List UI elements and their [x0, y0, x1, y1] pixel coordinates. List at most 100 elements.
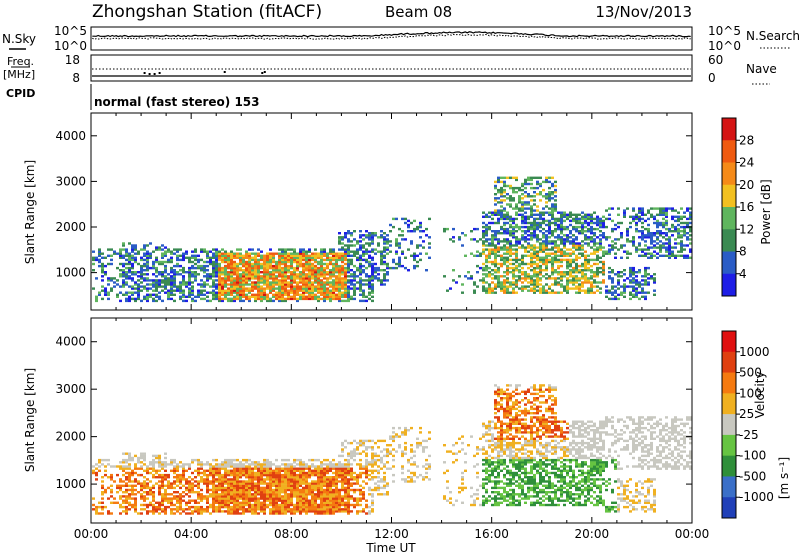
heatmap-cell — [308, 476, 311, 479]
heatmap-cell — [146, 269, 149, 272]
heatmap-cell — [524, 240, 527, 243]
heatmap-cell — [506, 238, 509, 241]
heatmap-cell — [500, 256, 503, 259]
heatmap-cell — [626, 256, 629, 259]
heatmap-cell — [515, 264, 518, 268]
heatmap-cell — [563, 258, 566, 262]
heatmap-cell — [179, 258, 182, 262]
heatmap-cell — [539, 199, 542, 202]
heatmap-cell — [548, 285, 551, 288]
heatmap-cell — [542, 180, 545, 184]
heatmap-cell — [551, 291, 554, 294]
heatmap-cell — [158, 281, 161, 284]
heatmap-cell — [197, 260, 200, 264]
heatmap-cell — [620, 234, 623, 237]
heatmap-cell — [632, 277, 635, 280]
heatmap-cell — [149, 287, 152, 290]
heatmap-cell — [185, 512, 188, 515]
heatmap-cell — [644, 248, 647, 251]
heatmap-cell — [671, 230, 674, 233]
heatmap-cell — [527, 195, 530, 198]
heatmap-cell — [593, 211, 596, 214]
heatmap-cell — [500, 215, 503, 218]
heatmap-cell — [212, 283, 215, 286]
heatmap-cell — [266, 491, 269, 494]
heatmap-cell — [218, 493, 221, 496]
heatmap-cell — [257, 493, 260, 496]
heatmap-cell — [170, 266, 173, 270]
heatmap-cell — [560, 232, 563, 235]
heatmap-cell — [158, 463, 161, 466]
heatmap-cell — [131, 279, 134, 282]
heatmap-cell — [272, 471, 275, 475]
date-label: 13/Nov/2013 — [595, 3, 692, 21]
heatmap-cell — [245, 491, 248, 494]
heatmap-cell — [656, 219, 659, 223]
heatmap-cell — [164, 264, 167, 268]
heatmap-cell — [539, 273, 542, 276]
heatmap-cell — [200, 297, 203, 301]
heatmap-cell — [164, 476, 167, 479]
heatmap-cell — [608, 275, 611, 278]
heatmap-cell — [221, 478, 224, 481]
heatmap-cell — [278, 256, 281, 259]
heatmap-cell — [356, 258, 359, 262]
heatmap-cell — [332, 262, 335, 266]
heatmap-cell — [281, 266, 284, 270]
heatmap-cell — [647, 227, 650, 231]
heatmap-cell — [266, 266, 269, 270]
heatmap-cell — [485, 256, 488, 259]
heatmap-cell — [152, 281, 155, 284]
heatmap-cell — [134, 258, 137, 262]
heatmap-cell — [551, 217, 554, 221]
heatmap-cell — [356, 250, 359, 253]
heatmap-cell — [191, 512, 194, 515]
heatmap-cell — [377, 279, 380, 282]
heatmap-cell — [149, 252, 152, 255]
heatmap-cell — [176, 264, 179, 268]
heatmap-cell — [500, 283, 503, 286]
heatmap-cell — [524, 285, 527, 288]
heatmap-cell — [323, 505, 326, 509]
heatmap-cell — [230, 482, 233, 485]
heatmap-cell — [257, 289, 260, 292]
heatmap-cell — [674, 254, 677, 257]
heatmap-cell — [512, 234, 515, 237]
heatmap-cell — [176, 480, 179, 483]
heatmap-cell — [626, 232, 629, 235]
heatmap-cell — [173, 465, 176, 468]
heatmap-cell — [509, 203, 512, 206]
heatmap-cell — [275, 260, 278, 264]
heatmap-cell — [311, 495, 314, 498]
heatmap-cell — [371, 258, 374, 262]
heatmap-cell — [338, 254, 341, 257]
heatmap-cell — [539, 191, 542, 194]
heatmap-cell — [158, 248, 161, 251]
heatmap-cell — [365, 273, 368, 276]
heatmap-cell — [497, 188, 500, 192]
heatmap-cell — [233, 471, 236, 475]
heatmap-cell — [206, 250, 209, 253]
heatmap-cell — [515, 283, 518, 286]
heatmap-cell — [212, 262, 215, 266]
heatmap-cell — [350, 254, 353, 257]
heatmap-cell — [326, 264, 329, 268]
heatmap-cell — [329, 250, 332, 253]
heatmap-cell — [485, 232, 488, 235]
heatmap-cell — [494, 260, 497, 264]
heatmap-cell — [215, 262, 218, 266]
heatmap-cell — [575, 256, 578, 259]
heatmap-cell — [500, 232, 503, 235]
heatmap-cell — [134, 505, 137, 509]
heatmap-cell — [296, 476, 299, 479]
heatmap-cell — [671, 252, 674, 255]
heatmap-cell — [179, 465, 182, 468]
heatmap-cell — [560, 277, 563, 280]
heatmap-cell — [311, 473, 314, 477]
heatmap-cell — [497, 176, 500, 179]
heatmap-cell — [287, 256, 290, 259]
heatmap-cell — [161, 273, 164, 276]
heatmap-cell — [284, 287, 287, 290]
heatmap-cell — [674, 215, 677, 218]
heatmap-cell — [227, 473, 230, 477]
